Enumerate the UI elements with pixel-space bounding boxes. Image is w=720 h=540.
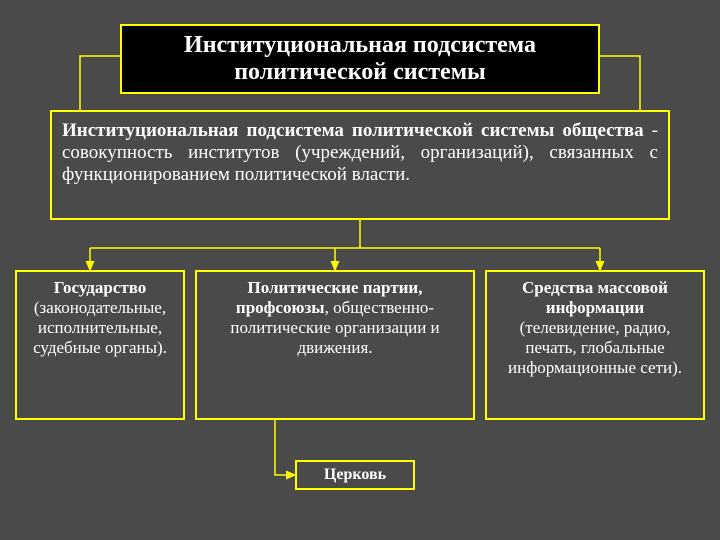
title-line-1: Институциональная подсистема bbox=[132, 32, 588, 59]
leaf-media: Средства массовой информации (телевидени… bbox=[485, 270, 705, 420]
leaf-state: Государство (законодательные, исполнител… bbox=[15, 270, 185, 420]
leaf-church: Церковь bbox=[295, 460, 415, 490]
church-label: Церковь bbox=[324, 466, 386, 483]
leaf-parties: Политические партии, профсоюзы, обществе… bbox=[195, 270, 475, 420]
diagram-title: Институциональная подсистема политическо… bbox=[120, 24, 600, 94]
definition-text: Институциональная подсистема политическо… bbox=[62, 120, 658, 185]
definition-box: Институциональная подсистема политическо… bbox=[50, 110, 670, 220]
title-line-2: политической системы bbox=[132, 59, 588, 86]
